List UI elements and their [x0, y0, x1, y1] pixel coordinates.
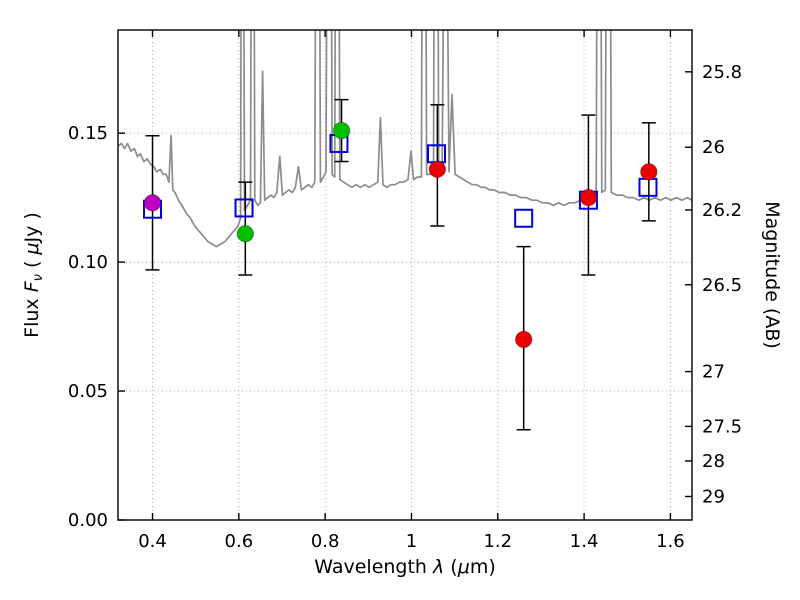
- model-photometry-square: [234, 198, 254, 218]
- model-photometry-square: [514, 208, 534, 228]
- x-tick-label: 0.8: [311, 531, 340, 552]
- observed-photometry-point: [514, 330, 533, 349]
- x-tick-label: 0.6: [225, 531, 254, 552]
- y-tick-label-flux: 0.15: [68, 123, 108, 144]
- x-tick-label: 1.4: [570, 531, 599, 552]
- y-tick-label-magnitude: 29: [702, 486, 725, 507]
- observed-photometry-point: [579, 188, 598, 207]
- observed-photometry-point: [640, 163, 658, 181]
- plot-frame: [117, 29, 693, 521]
- observed-photometry: [143, 121, 658, 349]
- x-tick-label: 1.2: [483, 531, 512, 552]
- y-tick-label-flux: 0.05: [68, 381, 108, 402]
- observed-photometry-point: [332, 121, 351, 140]
- x-axis-label: Wavelength λ (μm): [314, 556, 495, 578]
- x-tick-label: 0.4: [138, 531, 167, 552]
- y-tick-label-magnitude: 25.8: [702, 62, 742, 83]
- y-tick-label-flux: 0.00: [68, 510, 108, 531]
- y-tick-label-flux: 0.10: [68, 252, 108, 273]
- observed-photometry-point: [428, 160, 447, 178]
- y-tick-label-magnitude: 26: [702, 137, 725, 158]
- y-tick-label-magnitude: 27: [702, 362, 725, 383]
- x-tick-label: 1.6: [656, 531, 685, 552]
- y-axis-label-flux: Flux Fν ( μJy ): [21, 212, 46, 338]
- observed-photometry-point: [236, 225, 255, 243]
- y-tick-label-magnitude: 26.2: [702, 200, 742, 221]
- y-tick-label-magnitude: 26.5: [702, 275, 742, 296]
- y-tick-label-magnitude: 28: [702, 451, 725, 472]
- model-spectrum-line: [118, 30, 692, 248]
- x-tick-label: 1: [406, 531, 417, 552]
- y-axis-label-magnitude: Magnitude (AB): [761, 201, 783, 349]
- observed-photometry-point: [143, 194, 162, 212]
- axis-ticks: [118, 30, 692, 521]
- y-tick-label-magnitude: 27.5: [702, 416, 742, 437]
